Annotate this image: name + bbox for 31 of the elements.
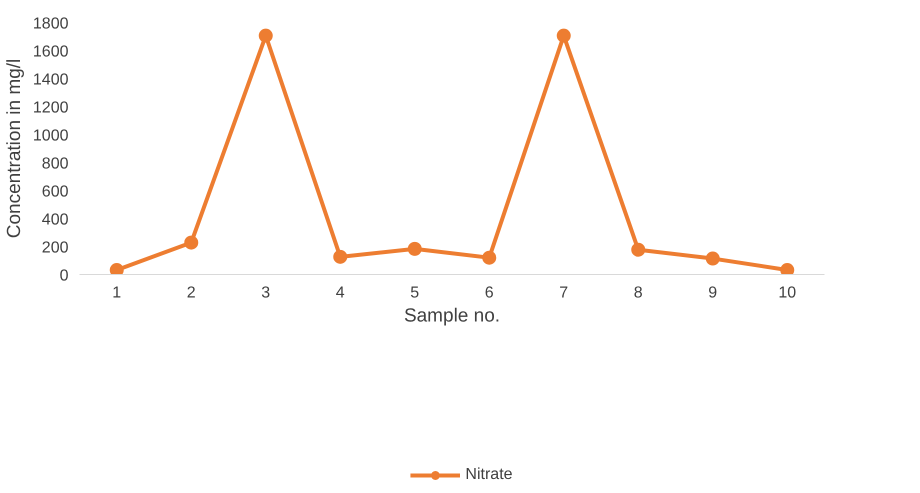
x-tick-label: 9 <box>708 284 718 302</box>
point <box>631 242 646 257</box>
y-tick-label: 600 <box>42 184 69 200</box>
point <box>333 250 348 264</box>
y-tick-label: 800 <box>42 156 69 172</box>
x-tick-label: 5 <box>410 284 420 302</box>
x-tick-label: 3 <box>261 284 270 302</box>
y-tick-label: 1600 <box>32 44 69 60</box>
x-tick-label: 2 <box>186 284 196 302</box>
point <box>184 236 198 250</box>
y-axis-title: Concentration in mg/l <box>4 58 25 238</box>
x-tick-label: 7 <box>559 284 568 302</box>
point <box>556 28 571 43</box>
x-tick-label: 10 <box>778 284 796 302</box>
x-tick-label: 8 <box>634 284 643 302</box>
y-tick-label: 1400 <box>32 72 69 88</box>
point <box>258 28 273 43</box>
y-tick-label: 1200 <box>32 100 69 116</box>
legend-label: Nitrate <box>465 466 513 484</box>
x-tick-label: 1 <box>112 284 122 302</box>
x-tick-label: 6 <box>484 284 494 302</box>
y-tick-label: 200 <box>42 240 69 256</box>
point <box>408 242 422 256</box>
point <box>706 252 720 266</box>
y-tick-label: 1800 <box>32 16 69 32</box>
y-tick-label: 400 <box>42 212 69 228</box>
x-tick-label: 4 <box>336 284 345 302</box>
point <box>482 250 496 265</box>
y-tick-label: 1000 <box>32 128 69 144</box>
x-axis-title: Sample no. <box>404 306 500 326</box>
y-tick-label: 0 <box>60 268 69 284</box>
